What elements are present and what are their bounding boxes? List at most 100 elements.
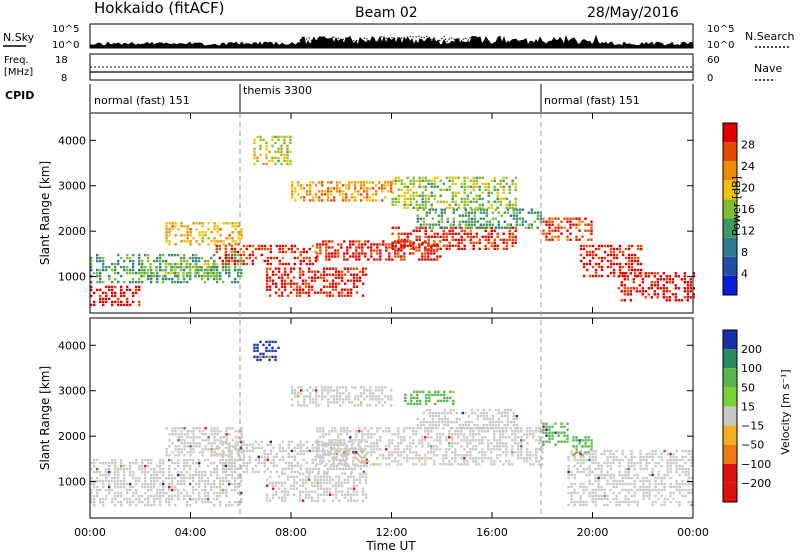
power-cell: [656, 293, 659, 296]
power-cell: [514, 206, 517, 209]
power-cell: [451, 244, 454, 247]
power-cell: [677, 287, 680, 290]
power-cell: [620, 284, 623, 287]
velocity-cell: [321, 398, 324, 401]
velocity-cell: [328, 478, 332, 481]
power-cell: [358, 270, 362, 273]
power-cell: [481, 197, 484, 200]
power-cell: [636, 256, 640, 260]
power-cell: [339, 193, 342, 196]
velocity-cell: [355, 451, 358, 454]
velocity-cell: [240, 442, 243, 445]
velocity-cell: [344, 452, 347, 456]
velocity-cell: [581, 454, 584, 457]
velocity-cell: [372, 392, 375, 395]
power-cell: [210, 268, 213, 272]
power-cell: [334, 252, 337, 255]
velocity-cell: [262, 352, 265, 356]
velocity-cell: [412, 451, 415, 454]
power-cell: [334, 288, 338, 291]
power-cell: [369, 181, 372, 184]
power-cell: [129, 280, 132, 284]
power-cell: [557, 229, 560, 232]
velocity-cell: [315, 401, 318, 404]
power-cell: [99, 294, 102, 298]
power-cell: [424, 258, 427, 261]
power-cell: [237, 225, 240, 228]
cpid-segment-1: normal (fast) 151: [94, 94, 190, 107]
power-cell: [287, 262, 290, 266]
velocity-cell: [314, 458, 317, 462]
power-cell: [409, 194, 412, 197]
velocity-cell: [454, 448, 457, 451]
velocity-cell: [466, 445, 469, 448]
velocity-cell: [213, 482, 216, 486]
velocity-cell: [532, 430, 535, 433]
power-cell: [641, 293, 644, 296]
velocity-cell: [189, 458, 192, 462]
velocity-cell: [472, 460, 475, 463]
velocity-cell: [434, 420, 437, 424]
velocity-cell: [234, 488, 237, 492]
velocity-cell: [328, 433, 331, 436]
velocity-cell: [678, 482, 681, 486]
power-cell: [331, 240, 334, 243]
power-cell: [195, 253, 198, 257]
power-cell: [108, 265, 111, 269]
power-cell: [381, 187, 384, 190]
velocity-cell: [499, 442, 502, 445]
power-cell: [508, 235, 511, 238]
power-cell: [403, 240, 406, 243]
velocity-cell: [180, 451, 183, 454]
power-cell: [216, 231, 219, 234]
velocity-cell: [219, 503, 222, 507]
velocity-cell: [588, 473, 591, 477]
power-cell: [424, 197, 427, 200]
velocity-cell: [153, 503, 156, 507]
power-cell: [473, 223, 476, 226]
velocity-cell: [256, 346, 259, 350]
power-cell: [391, 246, 394, 249]
velocity-cell: [328, 493, 332, 496]
power-cell: [158, 275, 161, 278]
velocity-cell: [502, 430, 505, 433]
power-cell: [579, 259, 583, 263]
power-cell: [307, 276, 311, 279]
velocity-cell: [317, 467, 320, 471]
velocity-cell: [341, 458, 344, 462]
velocity-cell: [449, 426, 452, 430]
power-cell: [336, 190, 339, 193]
power-cell: [641, 278, 644, 281]
velocity-cell: [678, 491, 681, 495]
velocity-cell: [469, 433, 472, 436]
velocity-cell: [153, 476, 156, 480]
velocity-cell: [445, 451, 448, 454]
velocity-cell: [600, 473, 603, 477]
power-cell: [111, 262, 114, 266]
power-cell: [280, 282, 284, 285]
velocity-cell: [312, 389, 315, 392]
velocity-cell: [144, 503, 147, 507]
velocity-cell: [319, 436, 322, 439]
power-cell: [274, 285, 278, 288]
velocity-cell: [484, 436, 487, 439]
power-cell: [436, 185, 439, 188]
power-cell: [620, 281, 623, 284]
power-cell: [99, 274, 102, 278]
power-cell: [168, 253, 171, 257]
velocity-cell: [216, 473, 219, 477]
velocity-cell: [215, 446, 218, 450]
velocity-cell: [340, 490, 344, 493]
power-cell: [325, 240, 328, 243]
velocity-cell: [591, 461, 594, 465]
power-cell: [322, 240, 325, 243]
power-cell: [588, 262, 592, 266]
power-cell: [345, 196, 348, 199]
power-cell: [334, 276, 338, 279]
power-cell: [280, 144, 283, 148]
velocity-cell: [105, 467, 108, 471]
velocity-cell: [129, 485, 132, 489]
velocity-cell: [428, 423, 431, 427]
power-cell: [253, 162, 256, 166]
velocity-cell: [669, 458, 672, 462]
